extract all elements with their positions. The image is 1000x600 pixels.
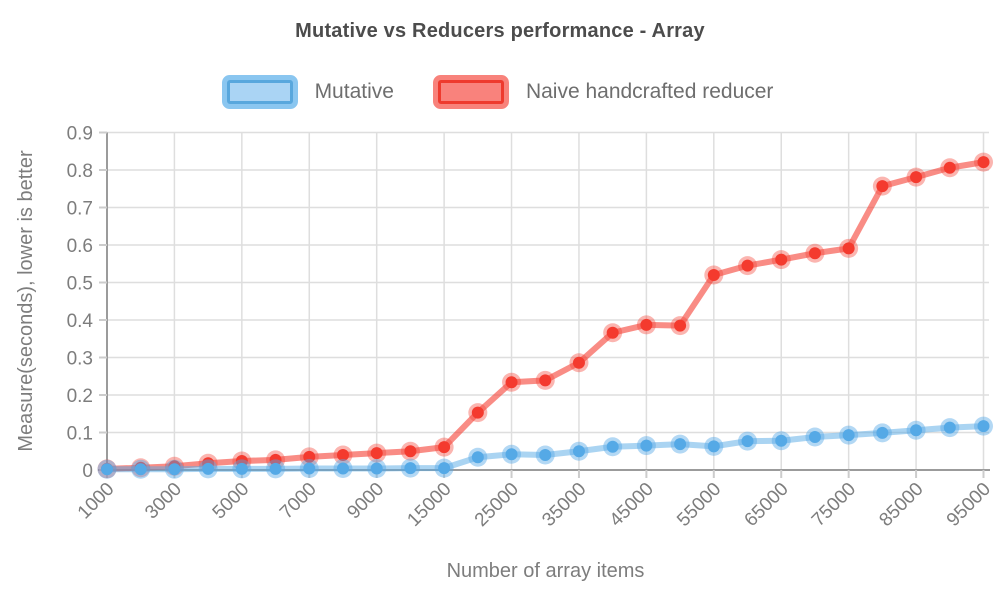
y-tick-label: 0.1 [67, 424, 93, 445]
data-point-naive-handcrafted-reducer [977, 156, 990, 169]
data-point-mutative [438, 462, 451, 475]
data-point-mutative [775, 434, 788, 447]
x-tick-label: 85000 [875, 479, 927, 531]
x-tick-label: 65000 [741, 479, 793, 531]
data-point-mutative [471, 451, 484, 464]
x-axis-title: Number of array items [446, 560, 645, 582]
data-point-naive-handcrafted-reducer [808, 247, 821, 260]
data-point-naive-handcrafted-reducer [606, 326, 619, 339]
y-axis-title: Measure(seconds), lower is better [15, 150, 37, 452]
y-tick-label: 0 [82, 461, 93, 482]
data-point-mutative [269, 462, 282, 475]
y-tick-label: 0.9 [67, 124, 93, 145]
data-point-naive-handcrafted-reducer [471, 406, 484, 419]
data-point-naive-handcrafted-reducer [707, 269, 720, 281]
data-point-naive-handcrafted-reducer [842, 242, 855, 255]
data-point-naive-handcrafted-reducer [876, 180, 889, 193]
x-tick-label: 7000 [276, 479, 321, 524]
data-point-mutative [303, 462, 316, 475]
data-point-naive-handcrafted-reducer [269, 453, 282, 466]
data-point-mutative [808, 431, 821, 443]
data-point-naive-handcrafted-reducer [640, 318, 653, 331]
data-point-mutative [977, 420, 990, 433]
x-tick-label: 55000 [673, 479, 725, 531]
data-point-mutative [101, 463, 113, 476]
data-point-mutative [202, 462, 215, 475]
x-tick-label: 9000 [343, 479, 388, 524]
legend-swatch-mutative-icon [226, 80, 293, 104]
data-point-mutative [707, 440, 720, 453]
y-tick-label: 0.7 [67, 199, 93, 220]
data-point-naive-handcrafted-reducer [741, 259, 754, 272]
data-point-mutative [235, 462, 248, 475]
data-point-naive-handcrafted-reducer [336, 449, 349, 461]
x-tick-label: 35000 [538, 479, 590, 531]
data-point-mutative [910, 424, 923, 437]
data-point-mutative [505, 448, 518, 461]
data-point-naive-handcrafted-reducer [910, 171, 923, 184]
x-tick-label: 3000 [141, 479, 186, 524]
data-point-mutative [640, 439, 653, 452]
x-tick-label: 75000 [808, 479, 860, 531]
legend-item-mutative[interactable]: Mutative [226, 80, 394, 104]
legend-label-mutative: Mutative [314, 80, 394, 103]
y-tick-label: 0.8 [67, 161, 93, 182]
legend-swatch-naive-reducer-icon [437, 80, 504, 104]
data-point-mutative [674, 438, 687, 451]
x-tick-label: 5000 [209, 479, 254, 524]
x-tick-label: 1000 [74, 479, 119, 524]
data-point-naive-handcrafted-reducer [404, 445, 417, 458]
x-tick-label: 95000 [943, 479, 995, 531]
chart-legend: Mutative Naive handcrafted reducer [0, 80, 1000, 104]
data-point-naive-handcrafted-reducer [943, 161, 956, 174]
data-point-naive-handcrafted-reducer [438, 441, 451, 454]
x-tick-label: 25000 [471, 479, 523, 531]
data-point-naive-handcrafted-reducer [775, 253, 788, 266]
data-point-mutative [404, 462, 417, 475]
data-point-mutative [572, 445, 585, 458]
data-point-mutative [943, 421, 956, 434]
legend-label-naive-reducer: Naive handcrafted reducer [525, 80, 774, 103]
chart-title: Mutative vs Reducers performance - Array [295, 20, 705, 42]
data-point-naive-handcrafted-reducer [370, 447, 383, 460]
data-point-mutative [842, 429, 855, 442]
data-point-naive-handcrafted-reducer [572, 356, 585, 369]
legend-item-naive-reducer[interactable]: Naive handcrafted reducer [437, 80, 774, 104]
data-point-naive-handcrafted-reducer [303, 450, 316, 463]
data-point-naive-handcrafted-reducer [505, 376, 518, 389]
data-point-mutative [168, 463, 181, 476]
data-point-mutative [336, 462, 349, 475]
data-point-mutative [606, 440, 619, 453]
data-point-mutative [370, 462, 383, 475]
y-tick-label: 0.2 [67, 386, 93, 407]
data-point-naive-handcrafted-reducer [674, 319, 687, 332]
data-point-mutative [134, 463, 147, 476]
data-point-mutative [876, 426, 889, 439]
data-point-mutative [741, 435, 754, 448]
y-tick-label: 0.5 [67, 274, 93, 295]
data-point-naive-handcrafted-reducer [539, 374, 552, 387]
y-tick-label: 0.6 [67, 236, 93, 257]
y-tick-label: 0.3 [67, 349, 93, 370]
data-point-mutative [539, 449, 552, 461]
x-tick-label: 15000 [403, 479, 455, 531]
y-tick-label: 0.4 [67, 311, 94, 332]
x-tick-label: 45000 [606, 479, 658, 531]
